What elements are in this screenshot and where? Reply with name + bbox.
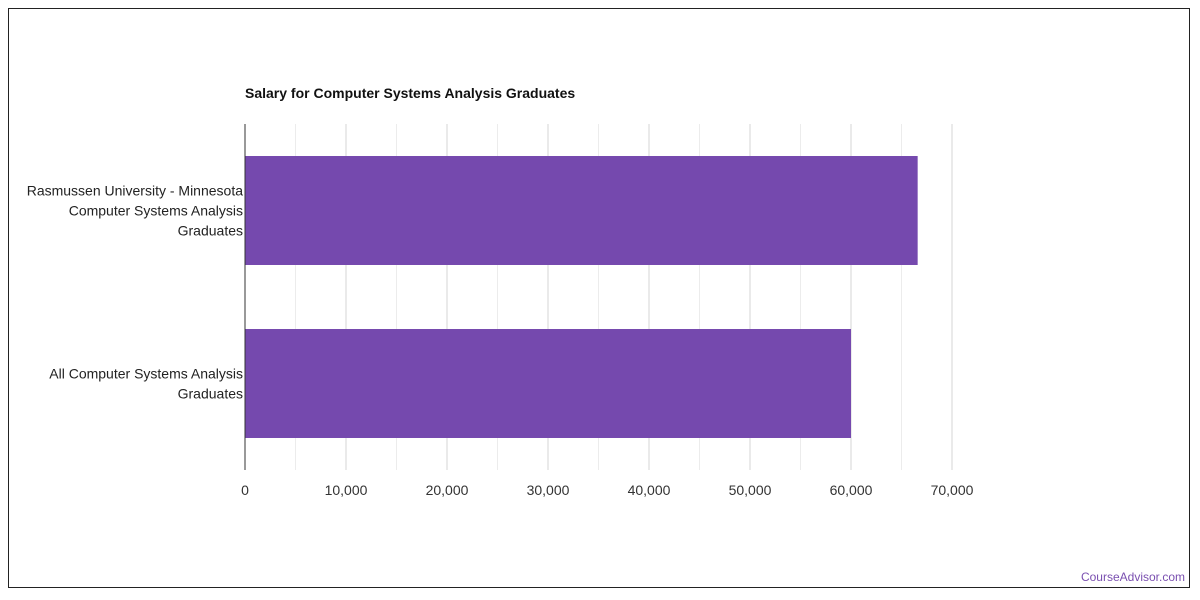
bar <box>245 329 851 438</box>
y-category-label: Rasmussen University - Minnesota Computer… <box>27 183 244 239</box>
x-tick-label: 70,000 <box>931 482 974 498</box>
x-tick-label: 60,000 <box>830 482 873 498</box>
x-tick-label: 20,000 <box>426 482 469 498</box>
y-category-label: All Computer Systems Analysis Graduates <box>49 366 243 402</box>
watermark[interactable]: CourseAdvisor.com <box>1080 570 1185 584</box>
y-category-labels: Rasmussen University - Minnesota Computer… <box>27 183 244 402</box>
x-tick-label: 40,000 <box>628 482 671 498</box>
x-tick-label: 30,000 <box>527 482 570 498</box>
chart-title: Salary for Computer Systems Analysis Gra… <box>245 85 576 101</box>
y-category-label-line: Rasmussen University - Minnesota <box>27 183 244 199</box>
x-tick-labels: 0 10,000 20,000 30,000 40,000 50,000 60,000 70,… <box>241 482 974 498</box>
y-category-label-line: Graduates <box>178 386 243 402</box>
bars <box>245 156 918 438</box>
y-category-label-line: Computer Systems Analysis <box>69 203 243 219</box>
y-category-label-line: All Computer Systems Analysis <box>49 366 243 382</box>
x-tick-label: 10,000 <box>325 482 368 498</box>
y-category-label-line: Graduates <box>178 223 243 239</box>
x-tick-label: 50,000 <box>729 482 772 498</box>
x-tick-label: 0 <box>241 482 249 498</box>
bar <box>245 156 918 265</box>
